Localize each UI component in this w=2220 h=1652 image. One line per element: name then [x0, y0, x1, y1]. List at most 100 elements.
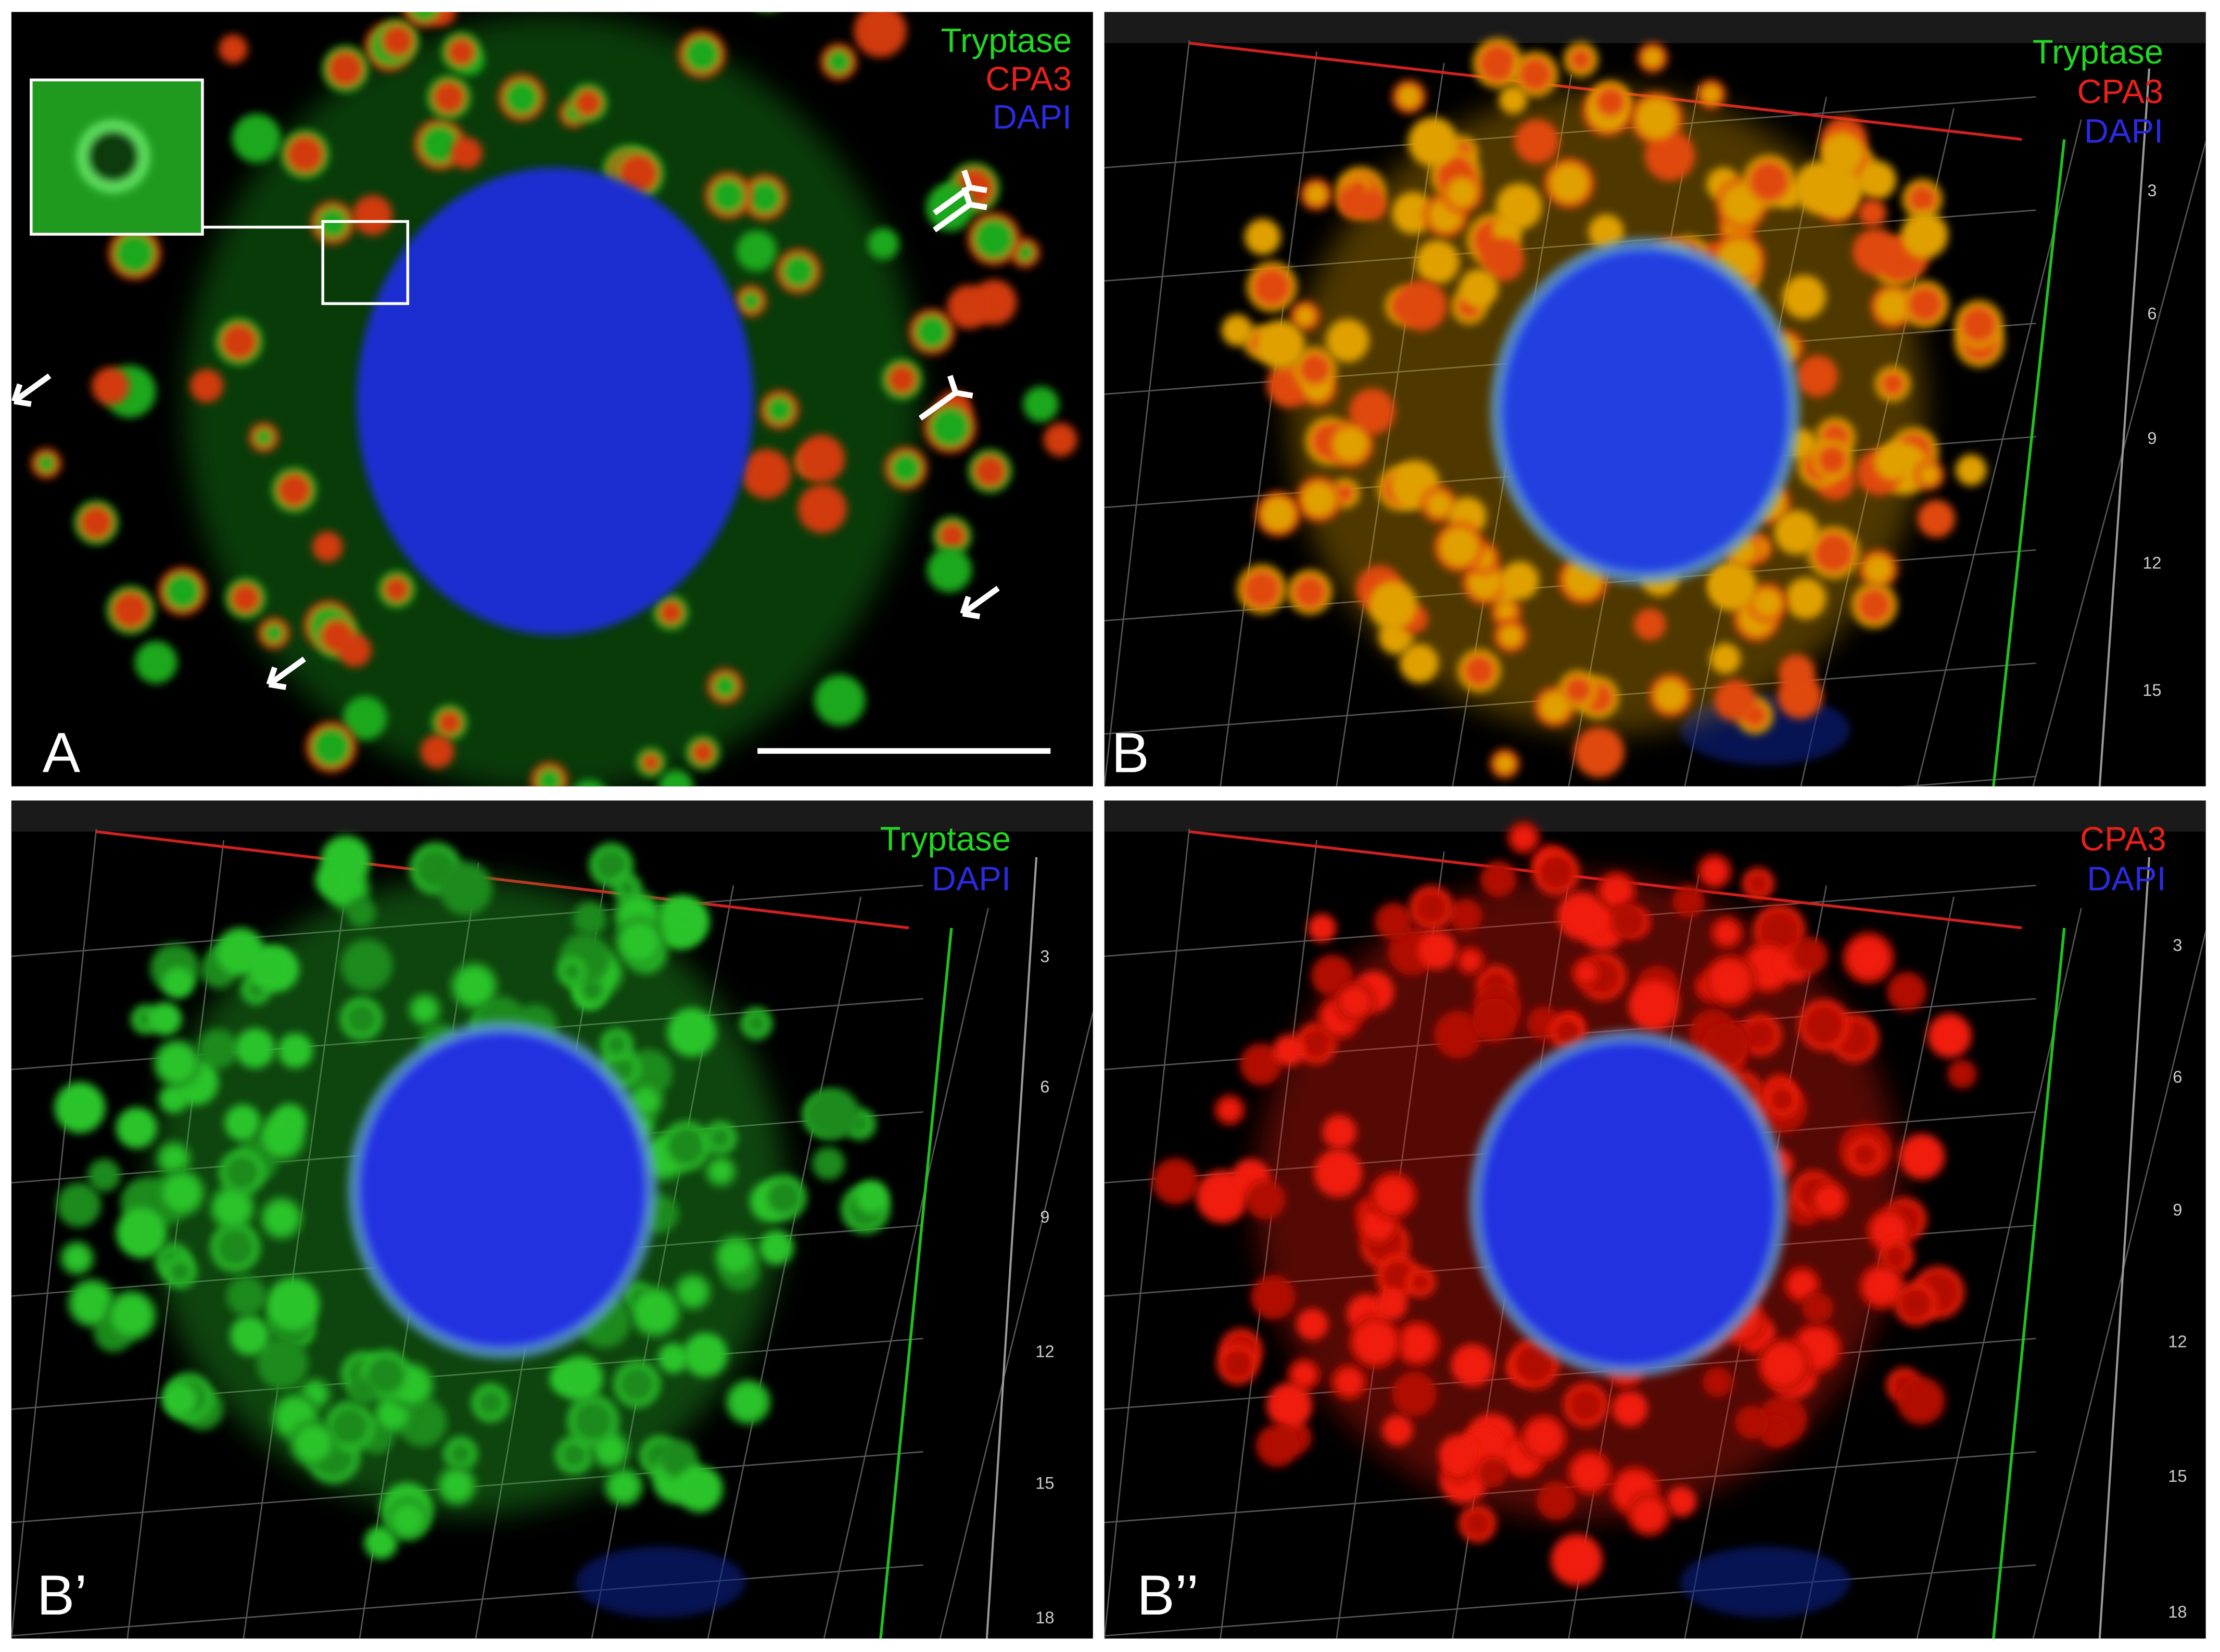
granule — [1566, 1449, 1613, 1496]
granule — [1709, 916, 1744, 950]
debris — [1680, 1546, 1850, 1618]
granule — [741, 449, 791, 499]
granule — [163, 1382, 197, 1416]
granule — [148, 1002, 182, 1036]
granule — [1874, 443, 1912, 481]
granule — [224, 1104, 261, 1141]
legend-entry: DAPI — [2087, 859, 2166, 897]
granule — [1791, 936, 1828, 974]
nucleus — [357, 168, 754, 635]
arrow — [933, 186, 987, 233]
granule — [967, 212, 1021, 265]
granule — [451, 137, 483, 169]
granule — [1455, 946, 1486, 976]
granule — [676, 1465, 723, 1513]
granule — [1349, 388, 1396, 435]
nucleus — [1475, 1037, 1781, 1371]
panel-label: A — [43, 722, 81, 785]
granule — [557, 957, 587, 986]
granule — [346, 897, 376, 927]
granule — [1796, 355, 1838, 397]
granule — [1023, 386, 1059, 423]
granule — [776, 249, 821, 294]
granule — [933, 516, 972, 555]
grid-line — [1104, 40, 1190, 786]
granule — [54, 1082, 106, 1134]
granule — [1901, 211, 1948, 259]
granule — [1914, 460, 1945, 490]
granule — [659, 1440, 698, 1478]
granule — [668, 904, 700, 935]
granule — [259, 1196, 303, 1240]
granule — [568, 83, 608, 122]
granule — [1311, 955, 1353, 997]
granule — [762, 1175, 807, 1220]
granule — [436, 1465, 477, 1506]
axis-label: 18 — [1035, 1608, 1054, 1627]
grid-line — [707, 896, 862, 1639]
granule — [947, 285, 991, 329]
grid-line — [823, 908, 989, 1639]
axis-label: 9 — [2173, 1200, 2182, 1219]
granule — [1774, 510, 1819, 555]
granule — [1481, 238, 1525, 282]
granule — [1696, 854, 1732, 889]
granule — [1472, 998, 1517, 1043]
granule — [198, 1028, 238, 1069]
granule — [1196, 1170, 1249, 1223]
granule — [1382, 1415, 1413, 1446]
granule — [667, 1008, 717, 1057]
granule — [686, 735, 720, 770]
granule — [589, 843, 633, 887]
granule — [1809, 1180, 1849, 1220]
granule — [614, 1361, 661, 1408]
granule — [1612, 1391, 1648, 1427]
granule — [614, 917, 665, 968]
granule — [735, 285, 767, 317]
granule — [364, 1526, 398, 1559]
granule — [968, 449, 1012, 493]
axis-label: 9 — [1040, 1207, 1049, 1226]
granule — [1637, 42, 1668, 73]
granule — [600, 1028, 633, 1061]
granule — [797, 435, 845, 482]
grid-line — [1220, 51, 1317, 786]
granule — [683, 1332, 728, 1377]
nucleus-rim — [347, 1020, 658, 1360]
granule — [760, 390, 799, 429]
granule — [249, 422, 279, 452]
granule — [1480, 861, 1517, 898]
granule — [1557, 892, 1605, 940]
granule — [1375, 1288, 1407, 1320]
granule — [267, 1277, 320, 1331]
granule — [443, 1437, 478, 1471]
granule — [216, 927, 265, 976]
legend-entry: CPA3 — [985, 60, 1072, 98]
granule — [1296, 477, 1341, 522]
axis-z — [879, 927, 953, 1639]
granule — [134, 641, 177, 684]
axis-label: 6 — [1040, 1077, 1049, 1096]
granule — [797, 484, 847, 533]
granule — [1256, 1424, 1299, 1467]
granule — [277, 1033, 313, 1069]
granule — [1897, 1377, 1945, 1425]
granule — [1887, 972, 1927, 1011]
arrow — [918, 375, 973, 421]
granule — [1798, 999, 1850, 1051]
grid-top-band — [1104, 11, 2206, 43]
granule — [1247, 262, 1297, 312]
granule — [315, 862, 351, 898]
legend-entry: CPA3 — [2077, 72, 2164, 110]
granule — [1314, 1149, 1363, 1198]
granule — [439, 861, 493, 916]
arrow — [11, 373, 52, 407]
granule — [256, 1337, 309, 1390]
granule — [1875, 366, 1911, 402]
granule — [1899, 1134, 1945, 1179]
granule — [1407, 117, 1458, 167]
granule — [658, 1343, 689, 1374]
granule — [881, 359, 923, 400]
inset-granule — [76, 119, 150, 194]
